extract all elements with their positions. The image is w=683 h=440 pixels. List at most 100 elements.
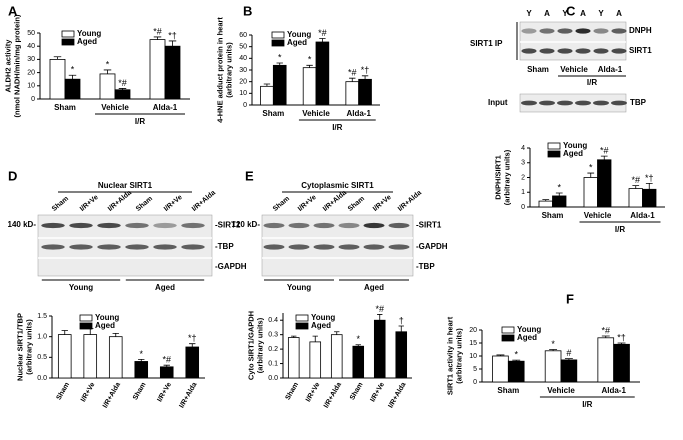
y-axis-label-line: (arbitrary units) [224,42,233,98]
significance: † [399,315,404,325]
error-bar [632,185,640,189]
error-bar [377,314,383,321]
blot-band [69,244,93,250]
x-tick-label: Sham [284,381,300,401]
lane-label: I/R+Ve [163,194,184,213]
error-bar [68,74,77,80]
error-bar [645,183,653,190]
y-axis-label-line: (arbitrary units) [502,149,511,205]
significance: * [589,162,593,172]
blot-band [388,222,410,229]
band-label: -TBP [215,242,234,251]
error-bar [601,335,610,338]
error-bar [61,330,68,335]
size-marker: 120 kD- [232,220,261,229]
bar [583,177,598,208]
y-axis-label-line: (arbitrary units) [454,328,463,384]
y-axis-label-line: 4-HNE adduct protein in heart [215,17,224,123]
error-bar [263,83,271,87]
error-bar [103,69,112,74]
x-tick-label: I/R+Alda [102,381,122,409]
error-bar [163,364,170,367]
significance: *# [162,355,171,365]
bar [57,334,72,379]
panel-letter: B [243,3,252,18]
lane-label: I/R+Ve [372,194,393,213]
y-axis-label: 4-HNE adduct protein in heart (arbitrary … [215,17,233,123]
blot-band [41,244,65,250]
significance: *# [153,26,162,36]
input-label: Input [488,98,508,107]
error-bar [349,77,356,82]
y-tick-label: 0.1 [268,360,278,367]
bar [628,188,643,208]
y-tick-label: 0 [243,102,247,109]
blot-band [521,100,537,106]
y-tick-label: 10 [469,353,477,360]
blot-band [575,48,591,54]
group-label: Aged [155,283,175,292]
blot-band [388,244,410,250]
x-tick-label: I/R+Ve [305,381,322,403]
blot-band [521,28,537,34]
blot-band [153,244,177,250]
bar [83,334,98,379]
error-bar [600,155,608,160]
blot-band [539,100,555,106]
legend-swatch [547,142,561,150]
lane-label: I/R+Alda [107,189,133,213]
bar [99,73,116,100]
blot-band [557,100,573,106]
legend-swatch [501,326,515,334]
y-tick-label: 1 [521,189,525,196]
significance: *† [361,65,370,75]
group-label: I/R [332,123,342,132]
bar [352,345,365,379]
ip-label: SIRT1 IP [470,39,503,48]
error-bar [53,56,62,60]
blot-background [519,21,627,61]
x-tick-label: Vehicle [584,211,612,220]
blot-band [557,28,573,34]
legend-label: Young [287,30,311,39]
group-label: I/R [615,225,625,234]
bar [358,78,372,106]
x-tick-label: I/R+Alda [323,381,343,409]
panel-letter: A [8,3,18,18]
significance: * [551,339,555,349]
significance: *# [602,325,611,335]
legend-label: Young [95,313,119,322]
band-label: -SIRT1 [215,221,241,230]
lane-label: I/R+Alda [322,189,348,213]
bar [642,188,657,208]
x-tick-label: Vehicle [547,386,575,395]
x-tick-label: Alda-1 [153,103,178,112]
bar [108,336,123,379]
error-bar [587,172,595,178]
error-bar [168,40,177,47]
significance: *† [617,332,626,342]
y-axis-label: Cyto SIRT1/GAPDH (arbitrary units) [246,311,264,380]
y-tick-label: 30 [239,67,247,74]
blot-band [575,28,591,34]
group-label: I/R [135,117,145,126]
lane-label: A [544,9,550,18]
significance: * [308,55,312,65]
blot-band [263,222,285,229]
blot-band [575,100,591,106]
y-tick-label: 0.2 [268,346,278,353]
lane-label: Sham [272,195,291,213]
y-tick-label: 50 [27,30,35,37]
y-tick-label: 1.5 [37,313,47,320]
legend-swatch [547,150,561,158]
x-tick-label: Alda-1 [601,386,626,395]
lane-label: I/R+Alda [191,189,217,213]
error-bar [555,192,563,196]
bar [287,337,300,379]
blot-band [539,48,555,54]
blot-band [363,244,385,250]
error-bar [564,358,573,360]
bar [159,366,174,379]
error-bar [138,359,145,362]
